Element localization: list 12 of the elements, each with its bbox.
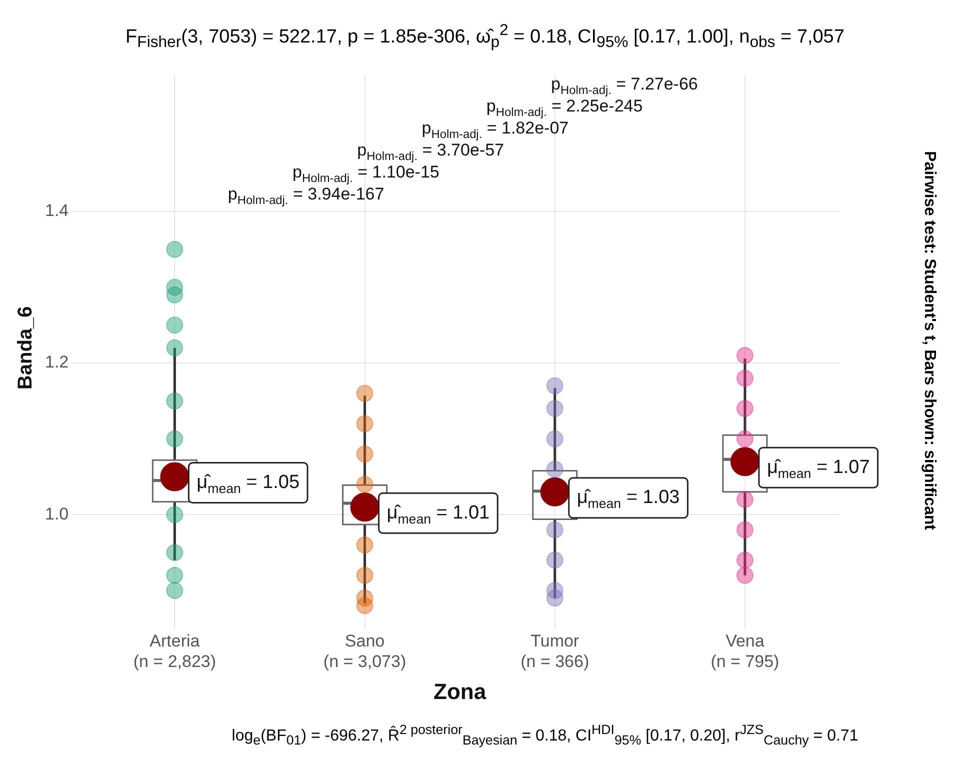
x-tick-label: Tumor (n = 366)	[520, 632, 590, 672]
y-tick-label: 1.4	[44, 201, 69, 220]
x-tick-label: Sano (n = 3,073)	[323, 632, 406, 672]
x-tick-label: Arteria (n = 2,823)	[133, 632, 216, 672]
y-tick-label: 1.0	[44, 504, 69, 524]
x-tick-label: Vena (n = 795)	[710, 632, 780, 672]
y-axis-title: Banda_6	[14, 306, 37, 390]
chart-title: F$_{Fisher}$(3, 7053) = 522.17, p = 1.85e-306, ω̂$_{p}$$^{2}$ = 0.18, CI$_{95%}$ [0.17, 1.00], n$_{obs}$ = 7,057	[126, 22, 844, 52]
y-tick-label: 1.2	[44, 352, 69, 372]
text: log$_{e}$(BF$_{01}$) = -696.27, R̂$^{2 posterior}$$_{Bayesian}$ = 0.18, CI$^{HDI}$$_{95%}$ [0.17, 0.20], r$^{JZS}$$_{Cauchy}$ = 0.71	[232, 722, 858, 748]
x-axis-title: Zona	[434, 678, 487, 704]
text: Pairwise test: Student's t, Bars shown: significant	[920, 150, 938, 532]
